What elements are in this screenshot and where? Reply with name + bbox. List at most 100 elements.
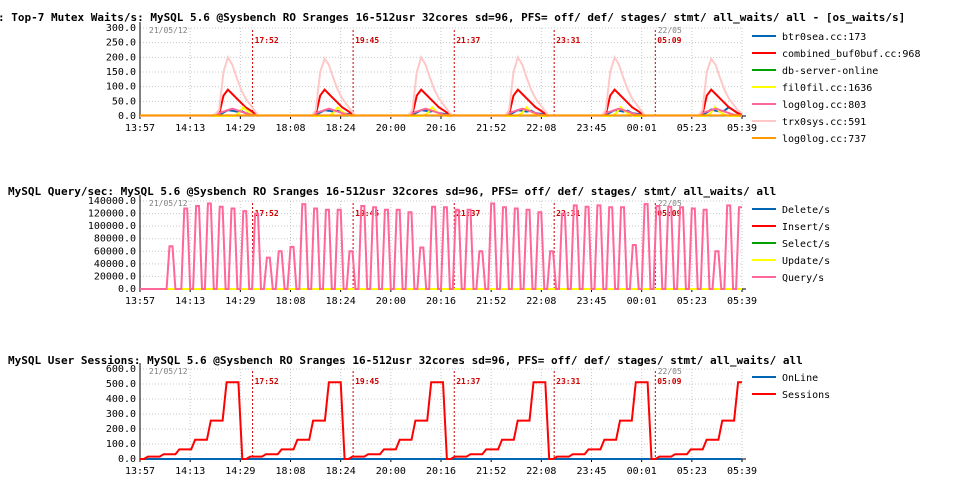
x-tick-label: 20:00 [376, 466, 406, 477]
y-tick-label: 150.0 [106, 67, 136, 78]
x-tick-label: 14:13 [175, 466, 205, 477]
x-tick-label: 05:39 [727, 123, 757, 134]
phase-marker-label: 05:09 [657, 36, 681, 45]
y-tick-label: 50.0 [112, 96, 136, 107]
y-tick-label: 140000.0 [88, 196, 136, 207]
date-label: 22/05 [658, 26, 682, 35]
y-tick-label: 0.0 [118, 111, 136, 122]
y-tick-label: 0.0 [118, 454, 136, 465]
chart-3: MySQL User Sessions: MySQL 5.6 @Sysbench… [8, 354, 830, 477]
phase-marker-label: 23:31 [556, 377, 580, 386]
legend-label: log0log.cc:803 [782, 100, 866, 111]
x-tick-label: 13:57 [125, 466, 155, 477]
x-tick-label: 13:57 [125, 296, 155, 307]
date-label: 21/05/12 [149, 367, 188, 376]
legend-label: log0log.cc:737 [782, 134, 866, 145]
chart-1: : Top-7 Mutex Waits/s: MySQL 5.6 @Sysben… [0, 11, 920, 145]
x-tick-label: 14:29 [225, 296, 255, 307]
x-tick-label: 21:52 [476, 296, 506, 307]
y-tick-label: 120000.0 [88, 209, 136, 220]
x-tick-label: 22:08 [526, 296, 556, 307]
x-tick-label: 14:29 [225, 123, 255, 134]
x-tick-label: 05:23 [677, 296, 707, 307]
x-tick-label: 22:08 [526, 123, 556, 134]
x-tick-label: 23:45 [576, 466, 606, 477]
x-tick-label: 05:23 [677, 123, 707, 134]
x-tick-label: 21:52 [476, 123, 506, 134]
y-tick-label: 200.0 [106, 52, 136, 63]
x-tick-label: 20:16 [426, 123, 456, 134]
date-label: 21/05/12 [149, 26, 188, 35]
phase-marker-label: 05:09 [657, 209, 681, 218]
chart-title: : Top-7 Mutex Waits/s: MySQL 5.6 @Sysben… [0, 11, 905, 24]
x-tick-label: 23:45 [576, 123, 606, 134]
phase-marker-label: 23:31 [556, 36, 580, 45]
phase-marker-label: 17:52 [255, 209, 279, 218]
x-tick-label: 20:00 [376, 123, 406, 134]
y-tick-label: 600.0 [106, 364, 136, 375]
x-tick-label: 14:13 [175, 123, 205, 134]
y-tick-label: 500.0 [106, 379, 136, 390]
phase-marker-label: 19:45 [355, 36, 379, 45]
date-label: 22/05 [658, 199, 682, 208]
chart-title: MySQL Query/sec: MySQL 5.6 @Sysbench RO … [8, 185, 776, 198]
x-tick-label: 22:08 [526, 466, 556, 477]
x-tick-label: 18:08 [275, 123, 305, 134]
series-line [140, 88, 743, 117]
legend-label: fil0fil.cc:1636 [782, 83, 872, 94]
x-tick-label: 05:39 [727, 466, 757, 477]
x-tick-label: 20:16 [426, 296, 456, 307]
date-label: 21/05/12 [149, 199, 188, 208]
x-tick-label: 21:52 [476, 466, 506, 477]
phase-marker-label: 21:37 [456, 377, 480, 386]
y-tick-label: 250.0 [106, 38, 136, 49]
series-line [140, 54, 743, 117]
chart-2: MySQL Query/sec: MySQL 5.6 @Sysbench RO … [8, 185, 830, 307]
phase-marker-label: 21:37 [456, 36, 480, 45]
legend-label: db-server-online [782, 66, 878, 77]
x-tick-label: 18:24 [326, 123, 356, 134]
legend-label: Delete/s [782, 205, 830, 216]
x-tick-label: 00:01 [627, 466, 657, 477]
legend-label: combined_buf0buf.cc:968 [782, 49, 920, 60]
x-tick-label: 00:01 [627, 123, 657, 134]
legend-label: Select/s [782, 239, 830, 250]
y-tick-label: 0.0 [118, 284, 136, 295]
y-tick-label: 60000.0 [94, 246, 136, 257]
legend-label: btr0sea.cc:173 [782, 32, 866, 43]
chart-title: MySQL User Sessions: MySQL 5.6 @Sysbench… [8, 354, 803, 367]
phase-marker-label: 23:31 [556, 209, 580, 218]
legend-label: Query/s [782, 273, 824, 284]
x-tick-label: 05:39 [727, 296, 757, 307]
legend-label: Update/s [782, 256, 830, 267]
x-tick-label: 18:08 [275, 296, 305, 307]
series-line [140, 202, 742, 290]
x-tick-label: 18:24 [326, 466, 356, 477]
legend-label: Sessions [782, 390, 830, 401]
x-tick-label: 20:16 [426, 466, 456, 477]
y-tick-label: 40000.0 [94, 259, 136, 270]
phase-marker-label: 19:45 [355, 377, 379, 386]
y-tick-label: 100.0 [106, 439, 136, 450]
y-tick-label: 20000.0 [94, 271, 136, 282]
legend-label: Insert/s [782, 222, 830, 233]
legend-label: trx0sys.cc:591 [782, 117, 866, 128]
phase-marker-label: 19:45 [355, 209, 379, 218]
date-label: 22/05 [658, 367, 682, 376]
x-tick-label: 23:45 [576, 296, 606, 307]
phase-marker-label: 05:09 [657, 377, 681, 386]
series-line [140, 381, 742, 460]
phase-marker-label: 17:52 [255, 377, 279, 386]
y-tick-label: 300.0 [106, 409, 136, 420]
legend-label: OnLine [782, 373, 818, 384]
phase-marker-label: 17:52 [255, 36, 279, 45]
x-tick-label: 13:57 [125, 123, 155, 134]
x-tick-label: 18:24 [326, 296, 356, 307]
x-tick-label: 14:29 [225, 466, 255, 477]
x-tick-label: 05:23 [677, 466, 707, 477]
y-tick-label: 100.0 [106, 82, 136, 93]
y-tick-label: 200.0 [106, 424, 136, 435]
x-tick-label: 18:08 [275, 466, 305, 477]
y-tick-label: 300.0 [106, 23, 136, 34]
